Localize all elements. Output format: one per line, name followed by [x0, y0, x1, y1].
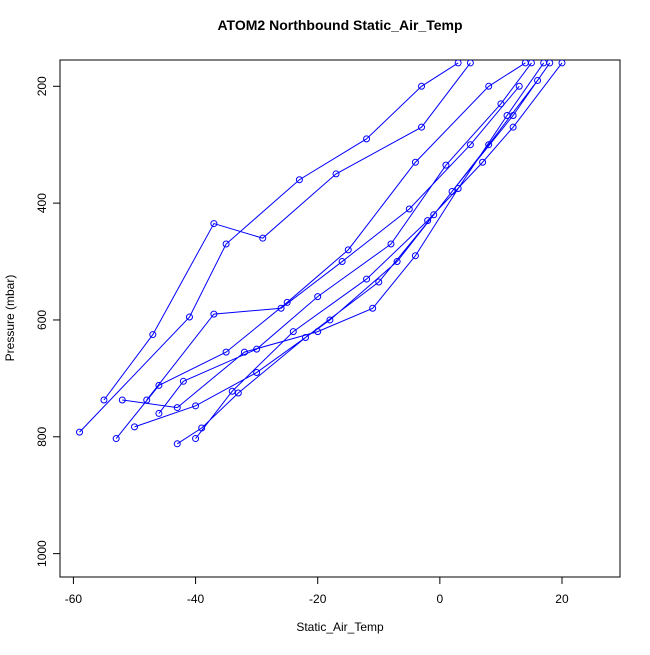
y-tick-label: 800 [35, 426, 49, 446]
data-point [112, 435, 120, 443]
data-point [234, 389, 242, 397]
data-point [198, 424, 206, 432]
data-point [259, 234, 267, 242]
data-point [546, 60, 554, 67]
y-tick-label: 600 [35, 310, 49, 330]
data-point [222, 240, 230, 248]
data-point [173, 404, 181, 412]
data-point [442, 161, 450, 169]
data-point [155, 381, 163, 389]
data-point [210, 220, 218, 228]
data-point [295, 176, 303, 184]
y-tick-label: 1000 [35, 540, 49, 567]
data-point [497, 100, 505, 108]
data-point [118, 396, 126, 404]
data-point [192, 435, 200, 443]
y-tick-label: 200 [35, 76, 49, 96]
data-point [430, 211, 438, 219]
y-tick-label: 400 [35, 193, 49, 213]
data-point [277, 304, 285, 312]
data-point [332, 170, 340, 178]
data-point [466, 141, 474, 149]
data-point [179, 377, 187, 385]
data-point [76, 428, 84, 436]
data-point [454, 185, 462, 193]
y-axis-label: Pressure (mbar) [3, 275, 17, 362]
data-point [387, 240, 395, 248]
data-point [192, 402, 200, 410]
data-point [424, 217, 432, 225]
data-point [149, 331, 157, 339]
data-point [338, 258, 346, 266]
data-point [485, 141, 493, 149]
data-point [363, 275, 371, 283]
data-point [454, 60, 462, 67]
data-point [375, 278, 383, 286]
data-point [301, 333, 309, 341]
plot-area [76, 60, 566, 448]
data-point [240, 348, 248, 356]
data-point [314, 293, 322, 301]
data-point [228, 387, 236, 395]
data-point [485, 82, 493, 90]
data-point [131, 423, 139, 431]
x-tick-label: 0 [437, 592, 444, 606]
data-point [253, 369, 261, 377]
data-point [411, 252, 419, 260]
data-point [521, 60, 529, 67]
data-point [253, 345, 261, 353]
data-point [143, 396, 151, 404]
chart-title: ATOM2 Northbound Static_Air_Temp [217, 17, 462, 33]
data-point [418, 123, 426, 131]
data-point [503, 111, 511, 119]
data-line [79, 62, 563, 445]
data-point [289, 328, 297, 336]
data-point [448, 187, 456, 195]
data-point [344, 246, 352, 254]
x-tick-label: 20 [555, 592, 569, 606]
data-point [509, 123, 517, 131]
data-point [185, 313, 193, 321]
plot-frame [59, 59, 621, 578]
data-point [393, 258, 401, 266]
data-point [540, 60, 548, 67]
x-tick-label: -40 [187, 592, 205, 606]
data-point [222, 348, 230, 356]
data-point [326, 316, 334, 324]
x-tick-label: -20 [309, 592, 327, 606]
data-point [369, 304, 377, 312]
data-point [418, 82, 426, 90]
data-point [515, 82, 523, 90]
data-point [283, 298, 291, 306]
x-axis-label: Static_Air_Temp [296, 620, 384, 634]
data-point [466, 60, 474, 67]
data-point [155, 409, 163, 417]
data-point [173, 440, 181, 448]
x-tick-label: -60 [65, 592, 83, 606]
data-point [411, 158, 419, 166]
data-point [558, 60, 566, 67]
data-point [405, 205, 413, 213]
data-point [210, 310, 218, 318]
data-point [527, 60, 535, 67]
data-point [534, 76, 542, 84]
data-point [363, 135, 371, 143]
data-point [314, 328, 322, 336]
data-point [100, 396, 108, 404]
data-point [479, 158, 487, 166]
